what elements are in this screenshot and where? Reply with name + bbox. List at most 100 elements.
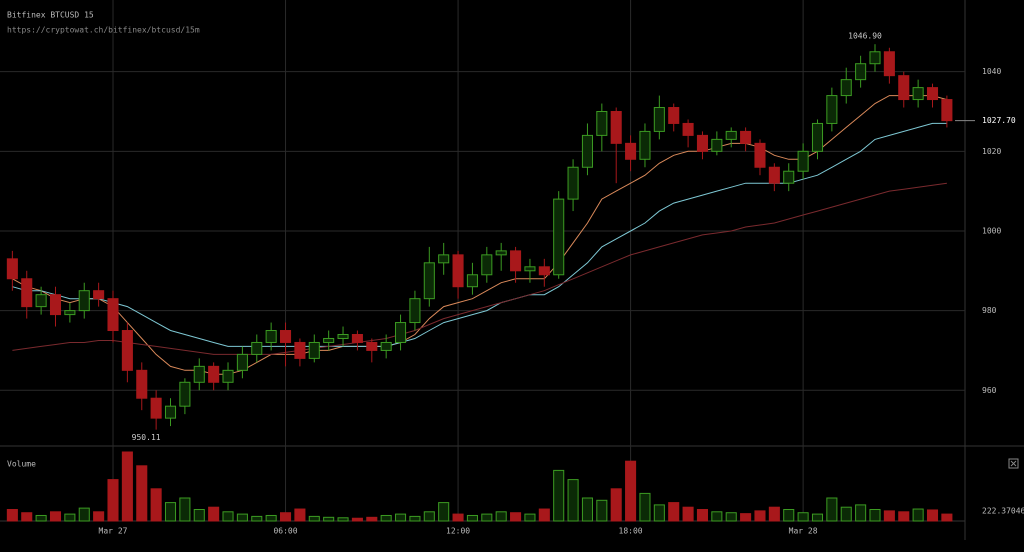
candle-body	[438, 254, 450, 264]
y-tick-label: 1020	[982, 147, 1001, 156]
volume-bar	[510, 512, 522, 522]
candle-body	[653, 107, 665, 132]
volume-bar	[351, 517, 363, 522]
volume-bar	[711, 511, 723, 522]
candle-body	[926, 87, 939, 101]
volume-bar	[538, 508, 550, 522]
x-tick-label: Mar 28	[789, 527, 818, 536]
volume-bar	[423, 511, 435, 522]
volume-bar	[265, 514, 277, 522]
volume-bar	[797, 512, 809, 522]
candle-body	[811, 122, 824, 152]
volume-bar	[855, 504, 867, 522]
volume-bar	[639, 492, 651, 522]
x-tick-label: 06:00	[273, 527, 297, 536]
volume-bar	[783, 509, 795, 522]
volume-bar	[64, 513, 76, 522]
candle-body	[481, 254, 493, 276]
volume-bar	[754, 510, 766, 522]
candle-body	[553, 198, 565, 276]
candle-body	[136, 369, 148, 399]
volume-bar	[222, 511, 234, 522]
volume-bar	[294, 508, 306, 522]
candle-body	[294, 341, 306, 359]
candle-body	[768, 166, 780, 184]
candle-body	[898, 75, 910, 101]
volume-bar	[164, 502, 177, 522]
volume-bar	[811, 513, 824, 522]
candle-body	[395, 322, 407, 343]
volume-bar	[380, 514, 392, 522]
volume-bar	[625, 460, 637, 522]
candle-body	[265, 330, 277, 343]
volume-bar	[481, 513, 493, 522]
price-annotation: 950.11	[132, 433, 161, 442]
volume-bar	[395, 513, 407, 522]
y-tick-label: 1040	[982, 67, 1001, 76]
volume-bar	[581, 497, 593, 522]
y-tick-label: 960	[982, 386, 997, 395]
volume-bar	[121, 451, 133, 522]
volume-bar	[6, 509, 18, 522]
candle-body	[323, 337, 335, 343]
volume-bar	[912, 508, 924, 522]
last-price-label: 1027.70	[982, 116, 1016, 125]
candle-body	[6, 258, 18, 280]
volume-bar	[136, 465, 148, 522]
candle-body	[711, 138, 723, 152]
volume-bar	[78, 507, 90, 522]
candle-body	[883, 51, 895, 77]
candle-body	[251, 341, 263, 355]
indicator-line	[12, 95, 948, 375]
volume-bar	[596, 499, 608, 522]
y-tick-label: 1000	[982, 226, 1001, 235]
candle-body	[193, 365, 205, 383]
volume-ma-label: 222.370468	[982, 506, 1024, 515]
candle-body	[64, 310, 76, 316]
candle-body	[236, 353, 248, 371]
chart-subtitle: https://cryptowat.ch/bitfinex/btcusd/15m	[7, 26, 200, 35]
volume-bar	[150, 488, 162, 522]
candle-body	[179, 381, 191, 407]
candle-body	[409, 298, 421, 324]
volume-bar	[179, 497, 191, 522]
volume-bar	[840, 506, 852, 522]
candle-body	[78, 290, 90, 312]
volume-bar	[768, 506, 780, 522]
candle-body	[351, 334, 363, 343]
volume-title: Volume	[7, 460, 36, 469]
y-tick-label: 980	[982, 306, 997, 315]
candle-body	[107, 298, 119, 332]
candle-body	[164, 405, 177, 419]
volume-bar	[21, 512, 33, 522]
volume-bar	[740, 513, 752, 522]
volume-bar	[409, 515, 421, 522]
volume-bar	[466, 514, 478, 522]
candle-body	[93, 290, 105, 300]
candle-body	[869, 51, 881, 65]
volume-bar	[524, 513, 536, 522]
candle-body	[596, 111, 608, 136]
candle-body	[567, 166, 579, 200]
volume-bar	[236, 513, 248, 522]
candle-body	[495, 250, 507, 256]
volume-bar	[495, 511, 507, 522]
candle-body	[380, 341, 392, 351]
candle-body	[840, 79, 852, 97]
candle-body	[625, 142, 637, 160]
candle-body	[121, 330, 133, 371]
volume-bar	[610, 488, 622, 522]
close-button[interactable]	[1008, 458, 1019, 469]
close-icon	[1010, 460, 1017, 467]
volume-bar	[883, 510, 895, 522]
candle-body	[279, 330, 292, 343]
candle-body	[855, 63, 867, 81]
volume-bar	[668, 502, 680, 522]
volume-bar	[208, 506, 220, 522]
volume-bar	[337, 517, 349, 522]
volume-bar	[725, 512, 737, 522]
candle-body	[524, 266, 536, 272]
candle-body	[754, 142, 766, 168]
volume-bar	[567, 479, 579, 522]
